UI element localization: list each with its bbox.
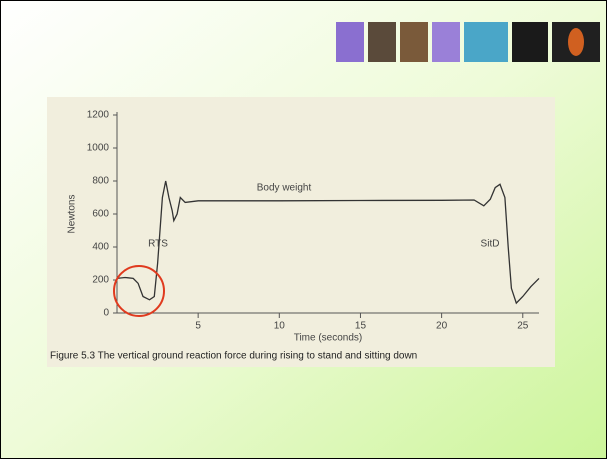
y-tick-label: 0 [103,308,109,319]
y-tick-label: 1200 [87,110,110,121]
annotation: RTS [148,239,168,250]
thumbnails [336,22,600,62]
thumbnail [336,22,364,62]
y-tick-label: 600 [92,209,109,220]
y-tick-label: 200 [92,275,109,286]
x-tick-label: 25 [517,321,529,332]
plot: 0 200 400 600 800 1000 1200 5 10 15 20 25 [87,110,540,332]
thumbnail [512,22,548,62]
figure-scan [47,97,555,367]
thumbnail-detail [568,28,584,56]
thumbnail [464,22,508,62]
thumbnail [368,22,396,62]
annotation: SitD [481,239,500,250]
figure-caption: Figure 5.3 The vertical ground reaction … [50,351,417,362]
thumbnail [400,22,428,62]
y-tick-label: 800 [92,176,109,187]
x-tick-label: 10 [274,321,286,332]
force-line [116,180,540,305]
y-tick-label: 400 [92,242,109,253]
y-tick-label: 1000 [87,143,110,154]
x-tick-label: 15 [355,321,367,332]
annotation: Body weight [257,183,312,194]
x-axis-label: Time (seconds) [294,333,363,344]
highlight-circle [113,265,165,317]
x-tick-label: 5 [195,321,201,332]
thumbnail [432,22,460,62]
x-tick-label: 20 [436,321,448,332]
y-axis-label: Newtons [67,195,78,234]
